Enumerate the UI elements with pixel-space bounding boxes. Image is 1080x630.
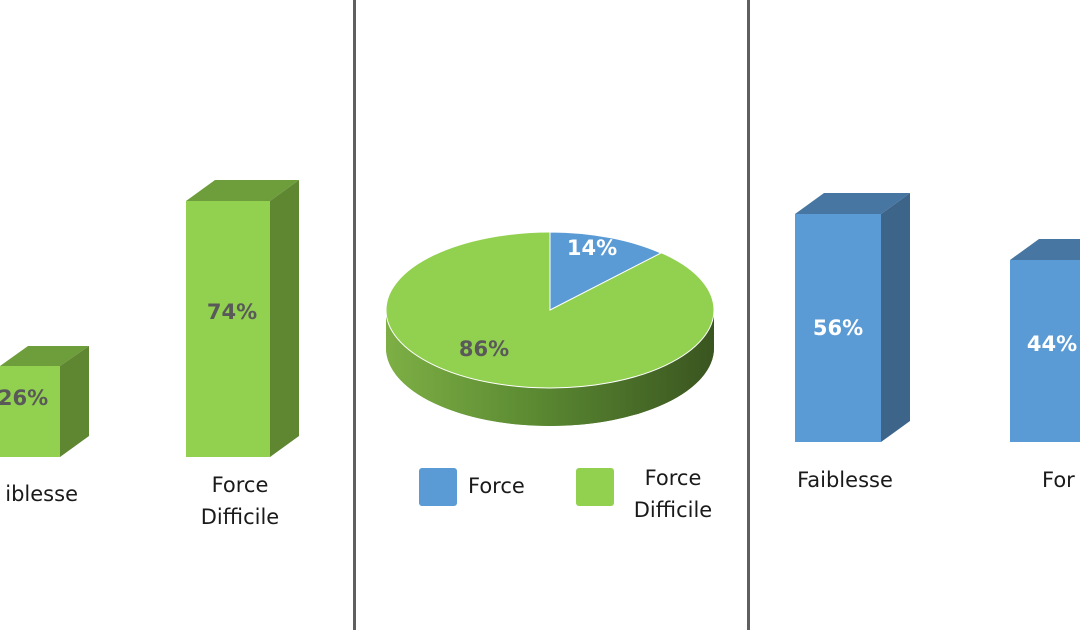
category-label-line: Force — [211, 473, 269, 497]
bar-faiblesse — [0, 346, 89, 457]
legend-swatch-force-difficile — [576, 468, 614, 506]
legend-label: Force — [468, 474, 525, 498]
bar-value-label: 26% — [0, 386, 49, 410]
bar-value-label: 74% — [206, 300, 258, 324]
panel-divider — [747, 0, 750, 630]
right-bar-chart-graphic — [795, 193, 1080, 442]
middle-pie-chart: 14% 86% Force Force Difficile — [356, 0, 748, 630]
bar-value-label: 44% — [1026, 332, 1078, 356]
left-bar-chart-graphic — [0, 180, 299, 457]
category-label: Force Difficile — [190, 469, 290, 533]
bar-force-difficile — [186, 180, 299, 457]
bar-force — [1010, 239, 1080, 442]
legend-label-line: Force — [644, 466, 702, 490]
legend-swatch-force — [419, 468, 457, 506]
legend-label: Force Difficile — [628, 462, 718, 526]
category-label-line: Difficile — [200, 505, 280, 529]
right-bar-chart: 56% 44% Faiblesse For — [750, 0, 1080, 630]
pie-slice-force — [549, 231, 663, 311]
bar-value-label: 56% — [812, 316, 864, 340]
category-label: Faiblesse — [797, 468, 893, 492]
pie-value-label: 86% — [458, 337, 510, 361]
pie-value-label: 14% — [566, 236, 618, 260]
legend-label-line: Difficile — [633, 498, 713, 522]
left-bar-chart: 26% 74% iblesse Force Difficile — [0, 0, 353, 630]
category-label: iblesse — [5, 482, 78, 506]
pie-graphic — [385, 231, 715, 426]
bar-faiblesse — [795, 193, 910, 442]
panel-divider — [353, 0, 356, 630]
category-label: For — [1042, 468, 1075, 492]
